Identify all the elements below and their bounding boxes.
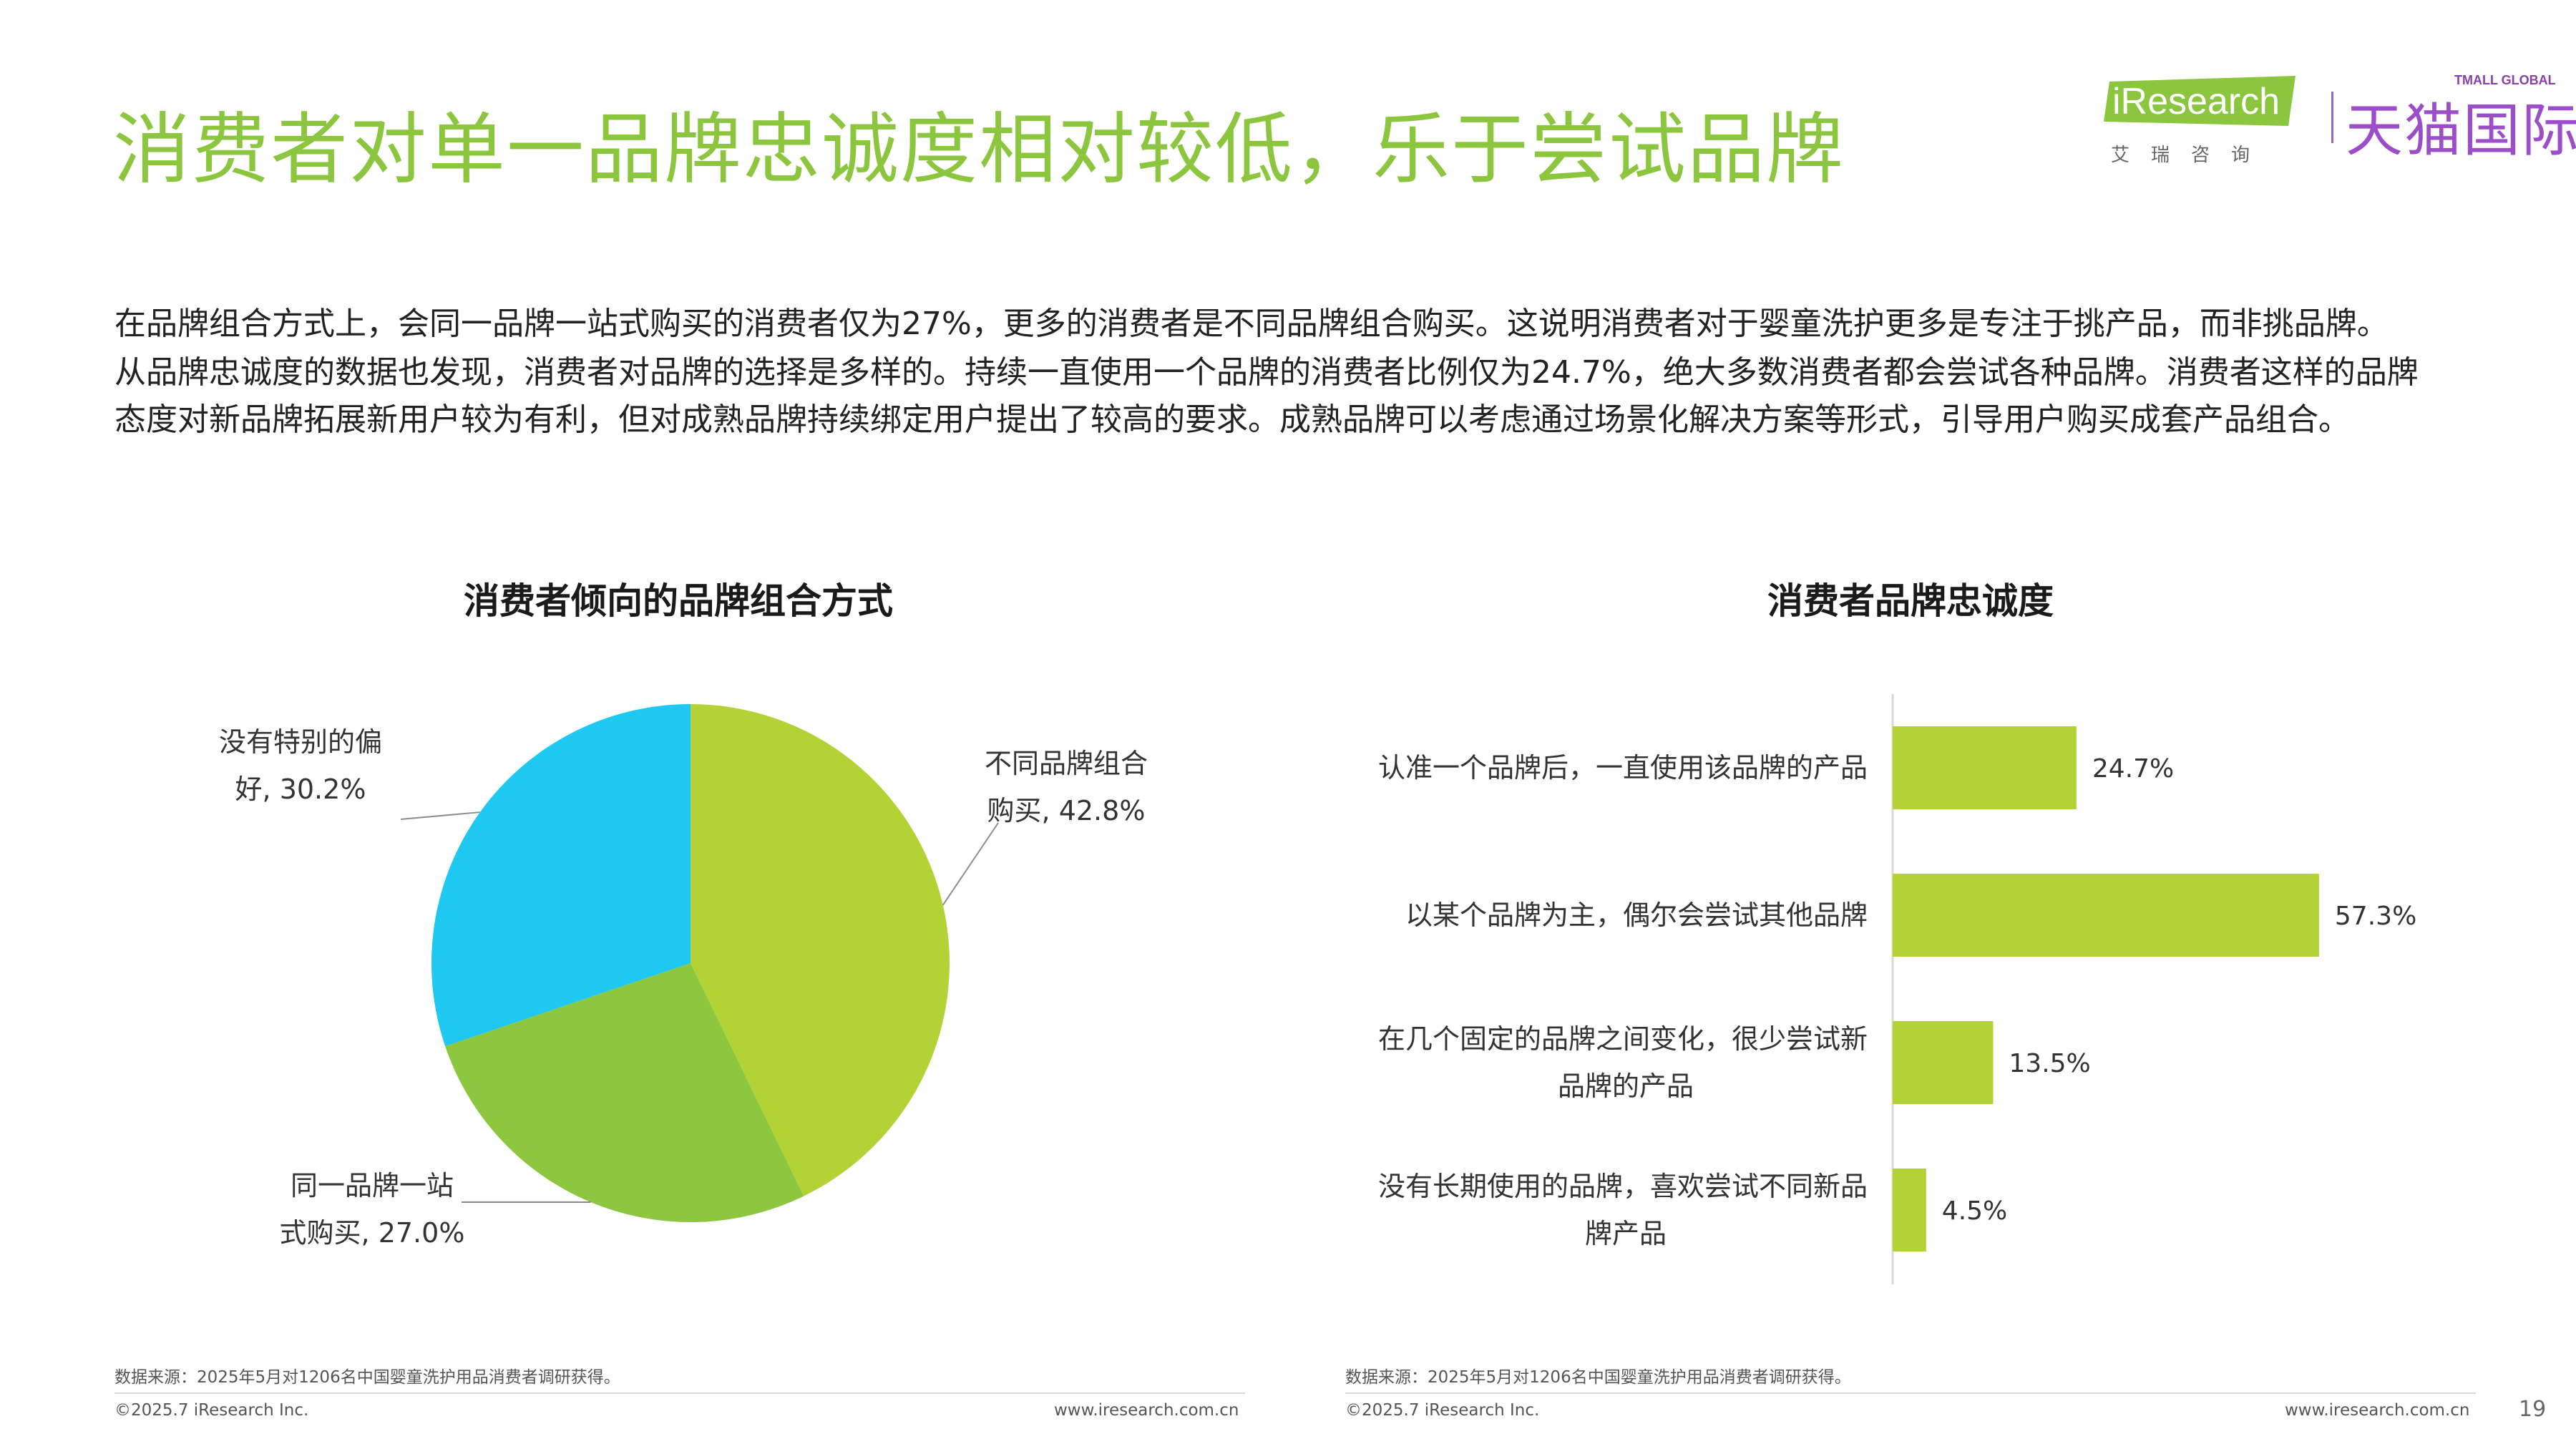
summary-paragraph-line-2: 从品牌忠诚度的数据也发现，消费者对品牌的选择是多样的。持续一直使用一个品牌的消费… <box>114 354 2419 391</box>
bar-value-label: 24.7% <box>2092 754 2174 784</box>
bar <box>1893 874 2319 957</box>
bar-category-label: 没有长期使用的品牌，喜欢尝试不同新品牌产品 <box>1378 1171 1868 1249</box>
bar <box>1893 1169 1926 1252</box>
bar <box>1893 726 2077 809</box>
pie-copyright: ©2025.7 iResearch Inc. <box>114 1401 309 1420</box>
bar-value-label: 57.3% <box>2335 902 2416 931</box>
bar <box>1893 1021 1994 1104</box>
pie-slice <box>691 704 950 1196</box>
bar-chart: 24.7% 认准一个品牌后，一直使用该品牌的产品 57.3% 以某个品牌为主，偶尔会尝… <box>1378 694 2416 1284</box>
summary-paragraph-line-1: 在品牌组合方式上，会同一品牌一站式购买的消费者仅为27%，更多的消费者是不同品牌… <box>114 306 2389 342</box>
pie-source-note: 数据来源：2025年5月对1206名中国婴童洗护用品消费者调研获得。 <box>114 1368 620 1387</box>
pie-slice <box>445 963 804 1222</box>
tmall-logo-small-text: TMALL GLOBAL <box>2454 73 2556 87</box>
bar-copyright: ©2025.7 iResearch Inc. <box>1345 1401 1540 1420</box>
pie-slice <box>431 704 691 1047</box>
pie-chart: 不同品牌组合购买, 42.8% 同一品牌一站式购买, 27.0% 没有特别的偏好, … <box>219 704 1148 1249</box>
bar-category-label: 以某个品牌为主，偶尔会尝试其他品牌 <box>1405 899 1868 931</box>
bar-footer-divider <box>1345 1392 2476 1394</box>
tmall-logo: 天猫国际 <box>2346 97 2576 164</box>
bar-category-label: 认准一个品牌后，一直使用该品牌的产品 <box>1378 752 1868 784</box>
brand-divider <box>2331 92 2333 143</box>
summary-paragraph-line-3: 态度对新品牌拓展新用户较为有利，但对成熟品牌持续绑定用户提出了较高的要求。成熟品… <box>114 401 2350 438</box>
page-number: 19 <box>2519 1397 2547 1422</box>
iresearch-logo-text: iResearch <box>2112 81 2280 122</box>
iresearch-logo-shape <box>2104 76 2296 126</box>
iresearch-logo-subtitle: 艾瑞咨询 <box>2111 145 2272 166</box>
page-title: 消费者对单一品牌忠诚度相对较低，乐于尝试品牌 <box>113 105 1845 195</box>
bar-source-note: 数据来源：2025年5月对1206名中国婴童洗护用品消费者调研获得。 <box>1345 1368 1851 1387</box>
pie-slice-label: 不同品牌组合购买, 42.8% <box>985 748 1148 826</box>
bar-value-label: 4.5% <box>1942 1196 2007 1226</box>
bar-chart-title: 消费者品牌忠诚度 <box>1767 580 2054 622</box>
bar-value-label: 13.5% <box>2009 1049 2090 1078</box>
pie-chart-title: 消费者倾向的品牌组合方式 <box>464 580 893 622</box>
bar-footer-url: www.iresearch.com.cn <box>2285 1401 2470 1420</box>
bar-category-label: 在几个固定的品牌之间变化，很少尝试新品牌的产品 <box>1378 1023 1868 1102</box>
pie-slice-label: 同一品牌一站式购买, 27.0% <box>280 1170 465 1249</box>
iresearch-logo: iResearch <box>2104 69 2297 140</box>
pie-slice-label: 没有特别的偏好, 30.2% <box>219 726 382 805</box>
pie-leader-line <box>942 822 999 906</box>
pie-leader-line <box>400 811 480 820</box>
pie-footer-url: www.iresearch.com.cn <box>1054 1401 1239 1420</box>
pie-footer-divider <box>114 1392 1245 1394</box>
